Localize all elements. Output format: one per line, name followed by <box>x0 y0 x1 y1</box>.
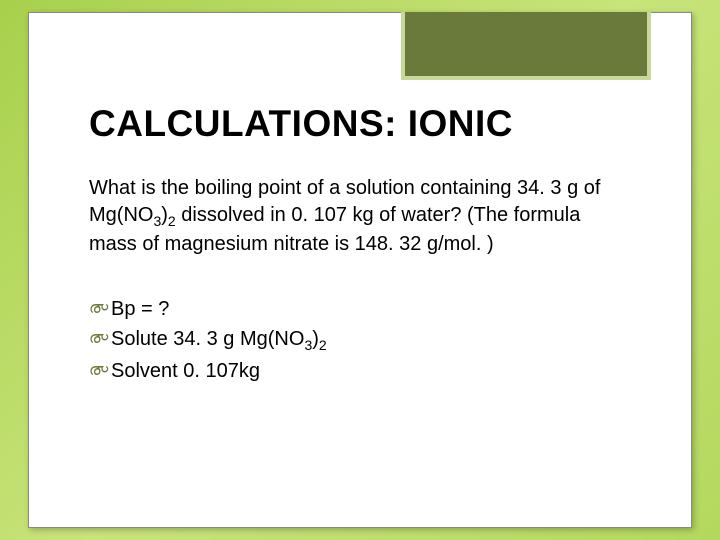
subscript: 2 <box>319 337 327 353</box>
question-text: What is the boiling point of a solution … <box>89 175 619 258</box>
slide-title: CALCULATIONS: IONIC <box>89 103 631 145</box>
question-part: ) <box>161 204 168 226</box>
list-text: Bp = ? <box>111 298 169 320</box>
slide-frame: CALCULATIONS: IONIC What is the boiling … <box>28 12 692 528</box>
list-item-solute: ൞ Solute 34. 3 g Mg(NO3)2 <box>89 324 631 356</box>
bullet-icon: ൞ <box>89 297 108 321</box>
given-list: ൞ Bp = ? ൞ Solute 34. 3 g Mg(NO3)2 ൞ Sol… <box>89 294 631 386</box>
bullet-icon: ൞ <box>89 359 108 383</box>
corner-accent-box <box>401 12 651 80</box>
list-item-bp: ൞ Bp = ? <box>89 294 631 324</box>
subscript: 2 <box>168 213 176 229</box>
list-text: Solvent 0. 107kg <box>111 360 260 382</box>
bullet-icon: ൞ <box>89 327 108 351</box>
list-text: ) <box>312 328 319 350</box>
list-item-solvent: ൞ Solvent 0. 107kg <box>89 356 631 386</box>
list-text: Solute 34. 3 g Mg(NO <box>111 328 304 350</box>
